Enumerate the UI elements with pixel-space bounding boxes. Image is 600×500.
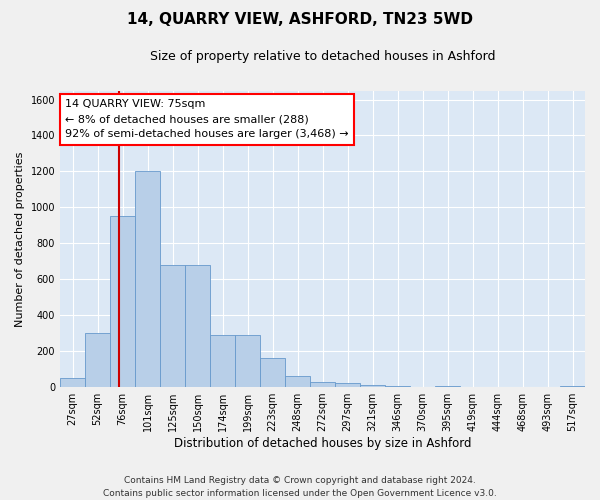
Bar <box>335 384 360 387</box>
Bar <box>285 376 310 387</box>
X-axis label: Distribution of detached houses by size in Ashford: Distribution of detached houses by size … <box>174 437 471 450</box>
Bar <box>385 386 410 387</box>
Bar <box>60 378 85 387</box>
Text: 14 QUARRY VIEW: 75sqm
← 8% of detached houses are smaller (288)
92% of semi-deta: 14 QUARRY VIEW: 75sqm ← 8% of detached h… <box>65 100 349 139</box>
Bar <box>160 265 185 387</box>
Bar <box>210 335 235 387</box>
Title: Size of property relative to detached houses in Ashford: Size of property relative to detached ho… <box>150 50 495 63</box>
Bar <box>560 386 585 387</box>
Bar <box>360 386 385 387</box>
Bar <box>235 335 260 387</box>
Bar <box>110 216 135 387</box>
Y-axis label: Number of detached properties: Number of detached properties <box>15 151 25 326</box>
Bar <box>435 386 460 387</box>
Bar <box>85 333 110 387</box>
Bar <box>135 172 160 387</box>
Text: Contains HM Land Registry data © Crown copyright and database right 2024.
Contai: Contains HM Land Registry data © Crown c… <box>103 476 497 498</box>
Bar <box>260 358 285 387</box>
Bar <box>185 265 210 387</box>
Bar <box>310 382 335 387</box>
Text: 14, QUARRY VIEW, ASHFORD, TN23 5WD: 14, QUARRY VIEW, ASHFORD, TN23 5WD <box>127 12 473 28</box>
